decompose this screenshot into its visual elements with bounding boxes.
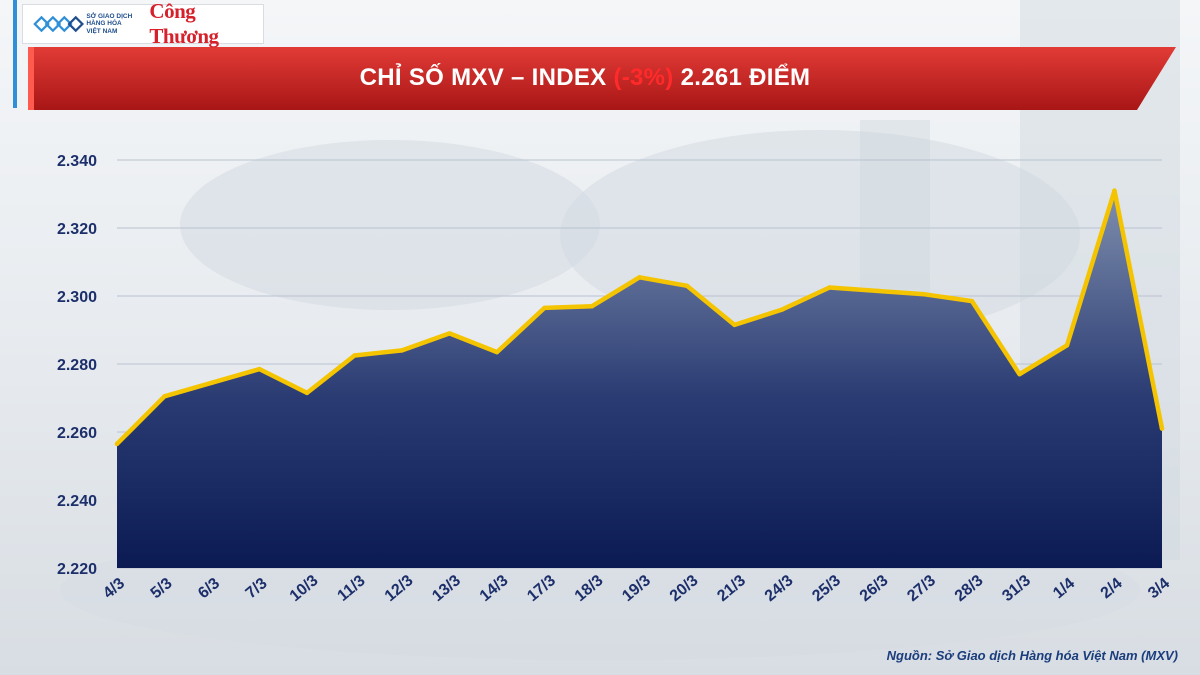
background-map-shape: [180, 140, 600, 310]
x-tick-label: 1/4: [1050, 575, 1078, 602]
x-tick-label: 17/3: [524, 572, 559, 605]
x-tick-label: 25/3: [809, 572, 844, 605]
x-tick-label: 28/3: [952, 572, 987, 605]
data-point: [447, 331, 452, 336]
data-point: [827, 285, 832, 290]
data-point: [1159, 426, 1165, 431]
data-point: [304, 390, 310, 396]
x-tick-label: 4/3: [100, 575, 128, 602]
data-point: [732, 322, 737, 328]
area-series: [117, 190, 1162, 568]
logo-org-line: HÀNG HÓA: [86, 20, 122, 28]
accent-stripe: [13, 0, 17, 108]
x-tick-label: 18/3: [572, 572, 607, 605]
data-point: [874, 288, 880, 294]
logo-org-line: VIỆT NAM: [86, 27, 118, 35]
data-point: [684, 283, 690, 288]
data-point: [637, 275, 642, 280]
banner-shape: [28, 47, 1176, 110]
y-tick-label: 2.340: [57, 153, 97, 170]
data-point: [114, 441, 120, 447]
data-point: [1112, 188, 1117, 193]
title-suffix: 2.261 ĐIỂM: [673, 64, 811, 91]
x-tick-label: 2/4: [1098, 575, 1126, 602]
data-point: [779, 307, 785, 312]
area-fill: [117, 190, 1162, 568]
data-point: [209, 380, 215, 385]
y-tick-label: 2.300: [57, 289, 97, 306]
logo-org-line: SỞ GIAO DỊCH: [86, 12, 133, 20]
y-tick-label: 2.240: [57, 493, 97, 510]
title-banner: [28, 47, 1176, 110]
data-point: [257, 366, 262, 372]
x-tick-label: 12/3: [382, 572, 417, 605]
data-point: [162, 394, 167, 399]
x-tick-label: 24/3: [762, 572, 797, 605]
logo-org-name: SỞ GIAO DỊCH HÀNG HÓA VIỆT NAM: [86, 13, 143, 36]
chart-title: CHỈ SỐ MXV – INDEX (-3%) 2.261 ĐIỂM: [30, 64, 1140, 92]
data-point: [494, 349, 500, 355]
line-series: [114, 188, 1165, 447]
x-tick-label: 21/3: [714, 572, 749, 605]
data-point: [922, 292, 927, 297]
x-tick-label: 11/3: [335, 572, 369, 605]
title-prefix: CHỈ SỐ MXV – INDEX: [359, 64, 614, 91]
data-point: [352, 353, 357, 358]
x-tick-label: 13/3: [429, 572, 464, 605]
x-tick-label: 31/3: [999, 572, 1034, 605]
data-point: [969, 298, 975, 304]
x-tick-label: 27/3: [904, 572, 939, 605]
x-tick-label: 6/3: [195, 575, 223, 602]
x-tick-label: 19/3: [619, 572, 654, 605]
mxv-logo-icon: [33, 15, 85, 33]
data-point: [1064, 343, 1070, 348]
x-tick-label: 10/3: [287, 572, 322, 605]
y-tick-label: 2.260: [57, 425, 97, 442]
brand-name: Công Thương: [149, 0, 219, 48]
data-point: [589, 304, 595, 309]
y-tick-label: 2.280: [57, 357, 97, 374]
data-point: [399, 348, 405, 353]
banner-edge: [28, 47, 34, 110]
logo: SỞ GIAO DỊCH HÀNG HÓA VIỆT NAM Công Thươ…: [22, 0, 264, 48]
x-tick-label: 14/3: [477, 572, 512, 605]
x-tick-label: 5/3: [148, 575, 176, 602]
data-point: [1017, 372, 1022, 377]
y-tick-label: 2.320: [57, 221, 97, 238]
y-axis-ticks: 2.220 2.240 2.260 2.280 2.300 2.320 2.340: [57, 153, 97, 578]
x-tick-label: 7/3: [243, 575, 271, 602]
x-tick-label: 20/3: [667, 572, 702, 605]
x-tick-label: 3/4: [1145, 575, 1173, 602]
x-axis-ticks: 4/3 5/3 6/3 7/3 10/3 11/3 12/3 13/3 14/3 17/3 18/3…: [100, 572, 1173, 605]
x-tick-label: 26/3: [857, 572, 892, 605]
y-tick-label: 2.220: [57, 561, 97, 578]
source-note: Nguồn: Sở Giao dịch Hàng hóa Việt Nam (M…: [886, 648, 1178, 663]
title-change-percent: (-3%): [613, 64, 674, 91]
data-point: [542, 305, 547, 311]
